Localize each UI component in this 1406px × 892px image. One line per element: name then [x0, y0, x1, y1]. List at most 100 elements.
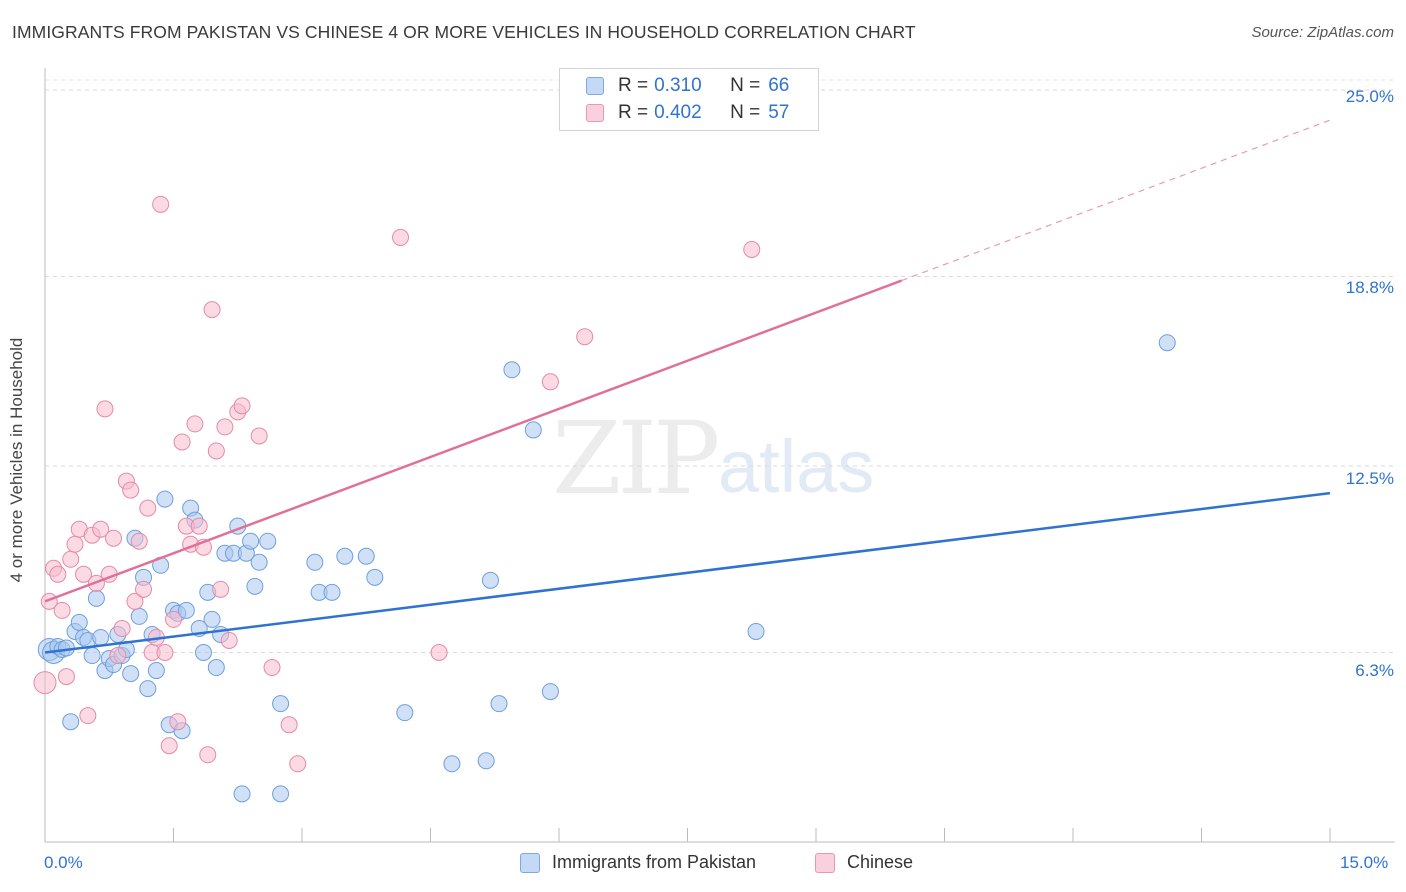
pakistan-point	[92, 628, 110, 646]
chinese-point	[263, 659, 281, 677]
pakistan-point	[747, 622, 765, 640]
chinese-point	[57, 668, 75, 686]
y-tick-label-25: 25.0%	[1345, 87, 1394, 106]
chinese-point	[109, 647, 127, 665]
chinese-point	[92, 520, 110, 538]
chinese-point	[199, 746, 217, 764]
chinese-point	[280, 716, 298, 734]
pakistan-point	[147, 662, 165, 680]
pakistan-point	[177, 601, 195, 619]
pakistan-point	[541, 683, 559, 701]
chinese-point	[49, 565, 67, 583]
chinese-point	[66, 535, 84, 553]
pakistan-point	[366, 568, 384, 586]
pakistan-point	[87, 589, 105, 607]
correlation-legend: R = 0.310 N = 66 R = 0.402 N = 57	[559, 68, 819, 131]
pakistan-point	[259, 532, 277, 550]
chinese-point	[173, 433, 191, 451]
y-tick-label-6-3: 6.3%	[1355, 661, 1394, 680]
chart-title: IMMIGRANTS FROM PAKISTAN VS CHINESE 4 OR…	[12, 22, 916, 42]
chinese-point	[135, 580, 153, 598]
pakistan-point	[1158, 334, 1176, 352]
legend-item-chinese: Chinese	[815, 852, 913, 873]
pakistan-point	[481, 571, 499, 589]
pakistan-point	[250, 553, 268, 571]
chinese-point	[152, 195, 170, 213]
pakistan-point	[524, 421, 542, 439]
legend-r-label: R =	[618, 102, 649, 123]
pakistan-point	[194, 644, 212, 662]
pakistan-point	[336, 547, 354, 565]
chinese-point	[96, 400, 114, 418]
chinese-trend-line	[44, 279, 903, 603]
pakistan-point	[503, 361, 521, 379]
chinese-point	[33, 671, 57, 695]
chinese-point	[165, 610, 182, 628]
chinese-point	[79, 707, 97, 725]
pakistan-point	[306, 553, 324, 571]
chinese-point	[743, 240, 761, 258]
pakistan-point	[490, 695, 508, 713]
pakistan-point	[323, 583, 341, 601]
chinese-point	[105, 529, 123, 547]
chinese-point	[122, 481, 140, 499]
legend-n-value: 57	[768, 102, 790, 123]
pakistan-point	[272, 785, 290, 803]
chinese-point	[207, 442, 225, 460]
pakistan-trend-line	[44, 491, 1331, 654]
legend-item-pakistan: Immigrants from Pakistan	[520, 852, 756, 873]
legend-r-value: 0.310	[654, 75, 702, 96]
chinese-point	[169, 713, 187, 731]
pakistan-point	[203, 610, 221, 628]
chinese-point	[126, 592, 144, 610]
chinese-point	[130, 532, 148, 550]
pakistan-point	[246, 577, 264, 595]
chinese-point	[75, 565, 93, 583]
pakistan-point	[139, 680, 157, 698]
pakistan-point	[83, 647, 101, 665]
legend-r-label: R =	[618, 75, 649, 96]
pakistan-point	[357, 547, 375, 565]
y-tick-label-18-8: 18.8%	[1345, 278, 1394, 297]
legend-r-value: 0.402	[654, 102, 702, 123]
pakistan-point	[122, 665, 140, 683]
legend-row-chinese: R = 0.402 N = 57	[586, 100, 789, 126]
chinese-point	[250, 427, 268, 445]
pakistan-point	[130, 607, 148, 625]
y-tick-label-12-5: 12.5%	[1345, 469, 1394, 488]
chinese-point	[541, 373, 559, 391]
chinese-point	[220, 631, 238, 649]
x-tick-label-max: 15.0%	[1340, 853, 1389, 872]
chinese-point	[289, 755, 307, 773]
y-axis-label: 4 or more Vehicles in Household	[7, 337, 26, 583]
pakistan-point	[242, 532, 260, 550]
chinese-point	[156, 644, 174, 662]
legend-item-label: Chinese	[847, 852, 914, 872]
source-label: Source: ZipAtlas.com	[1251, 24, 1394, 41]
chinese-point	[576, 328, 594, 346]
pakistan-point	[477, 752, 495, 770]
pakistan-legend-swatch	[520, 852, 540, 873]
chinese-point	[392, 228, 410, 246]
chinese-point	[216, 418, 234, 436]
chinese-legend-swatch	[815, 852, 835, 873]
chinese-point	[113, 619, 131, 637]
series-legend: Immigrants from Pakistan Chinese	[0, 852, 1406, 878]
chinese-trend-extension	[901, 119, 1331, 282]
pakistan-point	[207, 659, 225, 677]
chinese-point	[160, 737, 178, 755]
chinese-point	[212, 580, 230, 598]
pakistan-point	[70, 613, 88, 631]
chinese-point	[53, 601, 71, 619]
x-tick-label-min: 0.0%	[44, 853, 83, 872]
chinese-point	[62, 550, 80, 568]
chinese-swatch	[586, 104, 604, 122]
legend-n-value: 66	[768, 75, 790, 96]
chinese-point	[190, 517, 208, 535]
chinese-point	[203, 301, 221, 319]
chinese-point	[139, 499, 157, 517]
pakistan-point	[156, 490, 174, 508]
legend-row-pakistan: R = 0.310 N = 66	[586, 73, 789, 99]
pakistan-point	[396, 704, 414, 722]
